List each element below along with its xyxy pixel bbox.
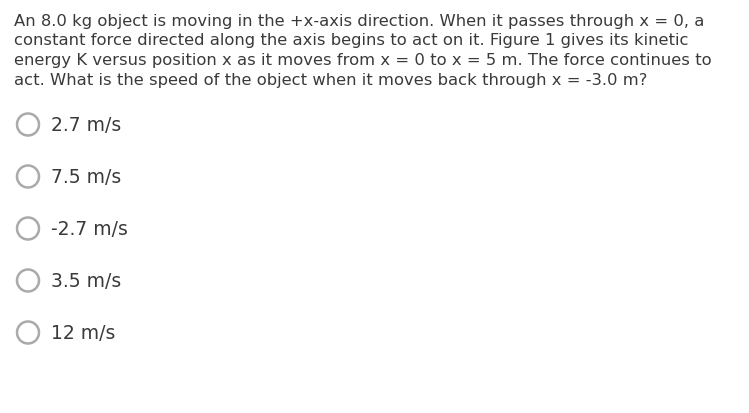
Text: act. What is the speed of the object when it moves back through x = -3.0 m?: act. What is the speed of the object whe… [14, 72, 647, 87]
Text: 3.5 m/s: 3.5 m/s [51, 271, 121, 290]
Text: 7.5 m/s: 7.5 m/s [51, 168, 121, 187]
Text: constant force directed along the axis begins to act on it. Figure 1 gives its k: constant force directed along the axis b… [14, 33, 688, 48]
Text: 12 m/s: 12 m/s [51, 323, 115, 342]
Text: An 8.0 kg object is moving in the +x-axis direction. When it passes through x = : An 8.0 kg object is moving in the +x-axi… [14, 14, 704, 29]
Text: energy K versus position x as it moves from x = 0 to x = 5 m. The force continue: energy K versus position x as it moves f… [14, 53, 712, 68]
Text: 2.7 m/s: 2.7 m/s [51, 116, 121, 135]
Text: -2.7 m/s: -2.7 m/s [51, 219, 128, 238]
